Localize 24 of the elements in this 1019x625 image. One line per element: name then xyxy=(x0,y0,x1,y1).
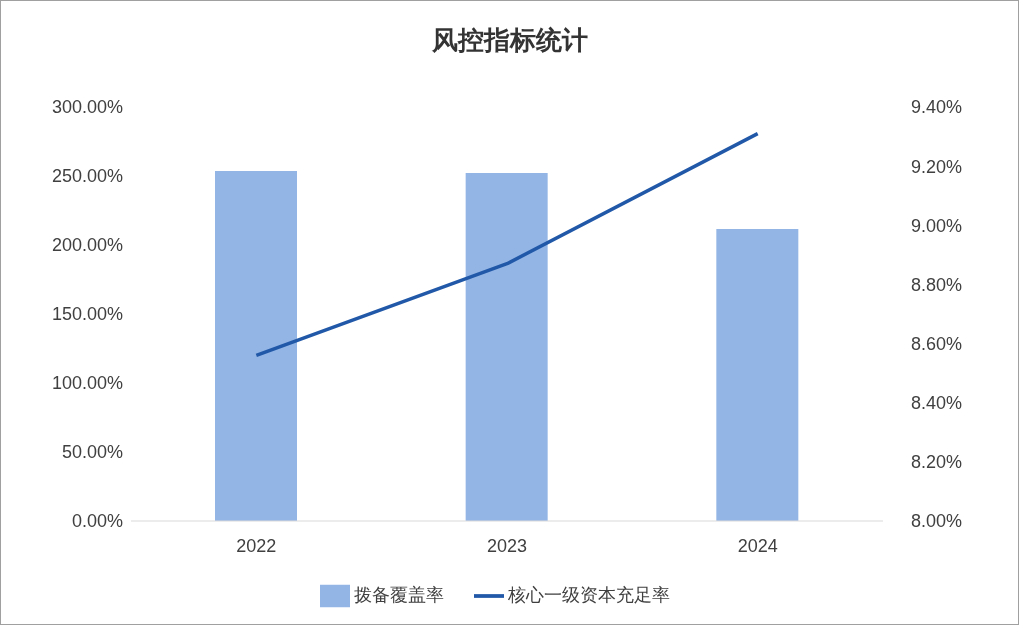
x-tick-label: 2022 xyxy=(236,535,277,556)
y2-tick-label: 9.00% xyxy=(911,215,963,236)
x-tick-label: 2023 xyxy=(486,535,528,556)
y-tick-label: 250.00% xyxy=(51,166,123,187)
y2-tick-label: 8.60% xyxy=(911,333,963,354)
y-tick-label: 0.00% xyxy=(71,511,123,532)
legend-label: 核心一级资本充足率 xyxy=(507,584,670,605)
legend-label: 拨备覆盖率 xyxy=(353,584,444,605)
y2-tick-label: 8.00% xyxy=(911,511,963,532)
y2-tick-label: 9.40% xyxy=(911,97,963,118)
y-tick-label: 50.00% xyxy=(61,442,123,463)
y2-tick-label: 9.20% xyxy=(911,156,963,177)
y2-tick-label: 8.80% xyxy=(911,274,963,295)
y-tick-label: 150.00% xyxy=(51,304,123,325)
bar xyxy=(465,172,548,521)
y-tick-label: 200.00% xyxy=(51,235,123,256)
chart-title: 风控指标统计 xyxy=(430,24,589,57)
y2-tick-label: 8.40% xyxy=(911,393,963,414)
y-tick-label: 300.00% xyxy=(51,97,123,118)
y2-tick-label: 8.20% xyxy=(911,452,963,473)
bar xyxy=(215,171,297,521)
bar xyxy=(716,228,799,521)
x-tick-label: 2024 xyxy=(737,535,778,556)
y-tick-label: 100.00% xyxy=(51,373,123,394)
